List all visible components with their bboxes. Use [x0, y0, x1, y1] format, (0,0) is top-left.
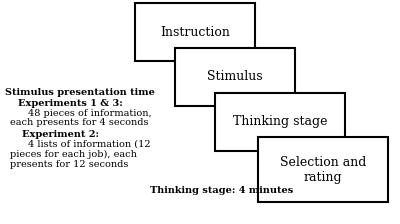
Bar: [135, 3, 255, 61]
Text: each presents for 4 seconds: each presents for 4 seconds: [10, 118, 148, 127]
Text: Stimulus: Stimulus: [207, 71, 263, 84]
Text: Experiment 2:: Experiment 2:: [22, 130, 99, 139]
Text: Stimulus presentation time: Stimulus presentation time: [5, 88, 155, 97]
Bar: [258, 137, 388, 202]
Text: presents for 12 seconds: presents for 12 seconds: [10, 160, 128, 169]
Text: Experiments 1 & 3:: Experiments 1 & 3:: [18, 99, 123, 108]
Bar: [215, 93, 345, 151]
Text: Thinking stage: Thinking stage: [233, 116, 327, 129]
Bar: [175, 48, 295, 106]
Text: 48 pieces of information,: 48 pieces of information,: [28, 109, 152, 118]
Text: Selection and
rating: Selection and rating: [280, 155, 366, 183]
Text: Instruction: Instruction: [160, 26, 230, 39]
Text: pieces for each job), each: pieces for each job), each: [10, 150, 137, 159]
Text: 4 lists of information (12: 4 lists of information (12: [28, 140, 151, 149]
Text: Thinking stage: 4 minutes: Thinking stage: 4 minutes: [150, 186, 293, 195]
